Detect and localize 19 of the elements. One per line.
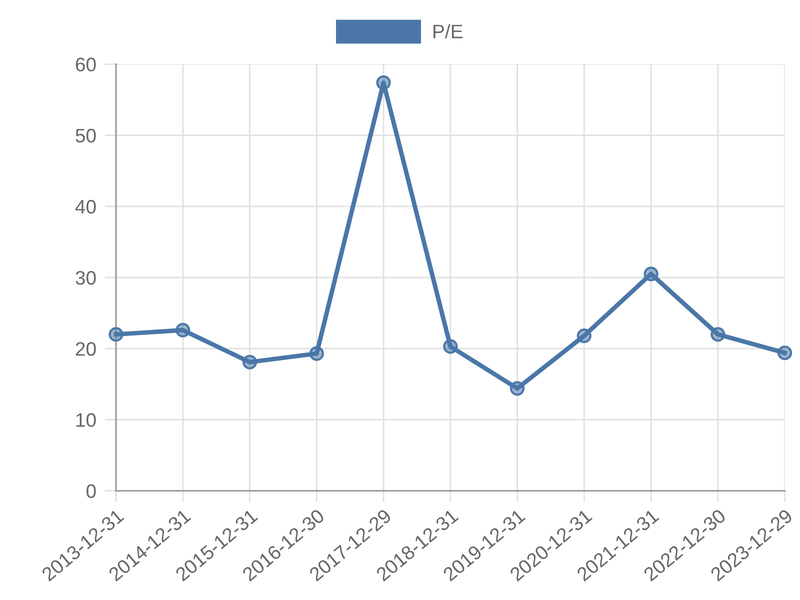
point	[108, 327, 124, 342]
point	[443, 339, 458, 354]
y-tick-label: 60	[76, 58, 96, 72]
y-tick-label: 50	[76, 128, 96, 143]
y-tick-label: 30	[76, 270, 96, 285]
point	[710, 327, 726, 342]
point	[576, 328, 592, 344]
point	[376, 75, 391, 90]
point	[309, 346, 324, 361]
y-tick-label: 0	[86, 484, 96, 498]
y-tick-label: 10	[76, 413, 96, 427]
point	[242, 354, 258, 370]
point	[644, 266, 658, 282]
legend-label: P/E	[434, 24, 462, 38]
y-tick-label: 40	[75, 200, 96, 214]
point	[176, 322, 190, 338]
point	[510, 381, 525, 396]
y-tick-label: 20	[76, 342, 96, 356]
point	[778, 346, 792, 360]
